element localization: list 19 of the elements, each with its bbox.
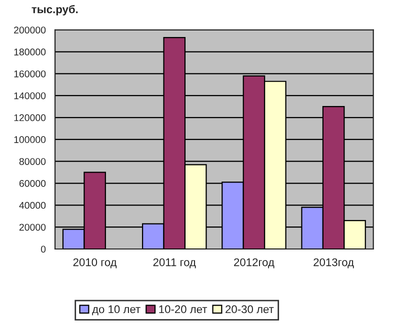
y-tick-label: 40000 bbox=[19, 202, 46, 209]
y-tick-label: 20000 bbox=[19, 224, 46, 231]
y-tick-label: 140000 bbox=[14, 92, 46, 100]
y-tick-label: 120000 bbox=[14, 114, 46, 122]
x-tick-label: 2012год bbox=[234, 258, 274, 268]
x-tick-label: 2010 год bbox=[73, 258, 117, 268]
y-axis-title: тыс.руб. bbox=[32, 4, 78, 16]
legend-label: 20-30 лет bbox=[226, 305, 274, 314]
y-tick-label: 200000 bbox=[14, 26, 46, 34]
x-tick-label: 2011 год bbox=[153, 258, 196, 268]
y-tick-label: 160000 bbox=[14, 70, 46, 78]
legend-label: до 10 лет bbox=[92, 305, 140, 316]
legend-label: 10-20 лет bbox=[159, 305, 208, 314]
y-tick-label: 0 bbox=[40, 246, 46, 253]
y-tick-label: 100000 bbox=[14, 136, 46, 144]
y-tick-label: 60000 bbox=[19, 180, 46, 187]
y-tick-label: 80000 bbox=[19, 158, 46, 165]
x-tick-label: 2013год bbox=[314, 258, 354, 268]
y-tick-label: 180000 bbox=[14, 48, 46, 56]
